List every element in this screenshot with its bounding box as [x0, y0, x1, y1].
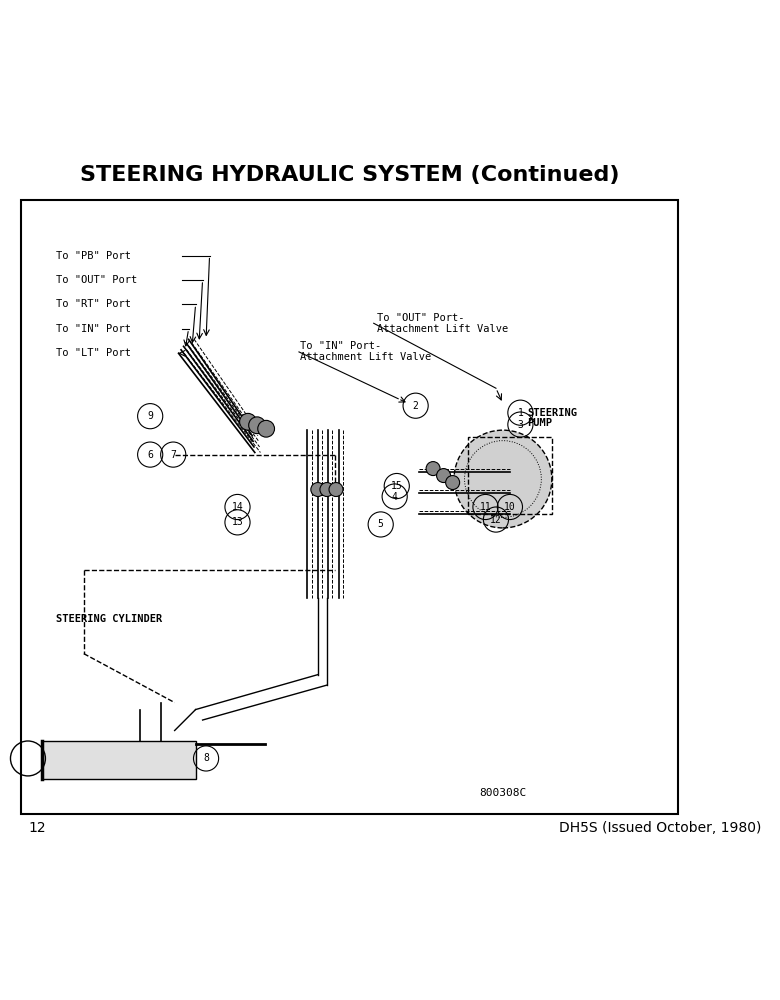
Text: 6: 6: [147, 450, 153, 460]
Text: STEERING CYLINDER: STEERING CYLINDER: [56, 614, 162, 624]
Text: 4: 4: [392, 492, 398, 502]
Text: 12: 12: [28, 821, 45, 835]
Text: 3: 3: [517, 420, 523, 430]
Text: 7: 7: [170, 450, 176, 460]
Circle shape: [426, 462, 440, 476]
Text: To "RT" Port: To "RT" Port: [56, 299, 131, 309]
Circle shape: [249, 417, 265, 434]
Text: 14: 14: [232, 502, 243, 512]
Circle shape: [311, 483, 324, 497]
Text: STEERING: STEERING: [527, 408, 577, 418]
Text: Attachment Lift Valve: Attachment Lift Valve: [300, 352, 431, 362]
Text: 11: 11: [480, 502, 491, 512]
Text: To "OUT" Port-: To "OUT" Port-: [378, 313, 465, 323]
Circle shape: [320, 483, 334, 497]
Text: To "IN" Port-: To "IN" Port-: [300, 341, 381, 351]
Text: To "PB" Port: To "PB" Port: [56, 251, 131, 261]
FancyBboxPatch shape: [42, 741, 196, 779]
Circle shape: [454, 430, 551, 528]
Text: 13: 13: [232, 517, 243, 527]
Text: 9: 9: [147, 411, 153, 421]
Circle shape: [445, 476, 459, 490]
Circle shape: [437, 469, 451, 483]
Text: DH5S (Issued October, 1980): DH5S (Issued October, 1980): [558, 821, 761, 835]
Text: To "LT" Port: To "LT" Port: [56, 348, 131, 358]
Text: 8: 8: [203, 753, 209, 763]
Circle shape: [329, 483, 343, 497]
Text: PUMP: PUMP: [527, 418, 552, 428]
Text: 1: 1: [517, 408, 523, 418]
Text: STEERING HYDRAULIC SYSTEM (Continued): STEERING HYDRAULIC SYSTEM (Continued): [80, 165, 619, 185]
Text: To "IN" Port: To "IN" Port: [56, 324, 131, 334]
Text: Attachment Lift Valve: Attachment Lift Valve: [378, 324, 509, 334]
Circle shape: [239, 413, 257, 430]
Text: To "OUT" Port: To "OUT" Port: [56, 275, 137, 285]
Text: 800308C: 800308C: [480, 788, 526, 798]
Circle shape: [257, 420, 275, 437]
Text: 2: 2: [413, 401, 419, 411]
Text: 10: 10: [504, 502, 516, 512]
Text: 5: 5: [378, 519, 384, 529]
Text: 15: 15: [391, 481, 402, 491]
Text: 12: 12: [490, 515, 502, 525]
